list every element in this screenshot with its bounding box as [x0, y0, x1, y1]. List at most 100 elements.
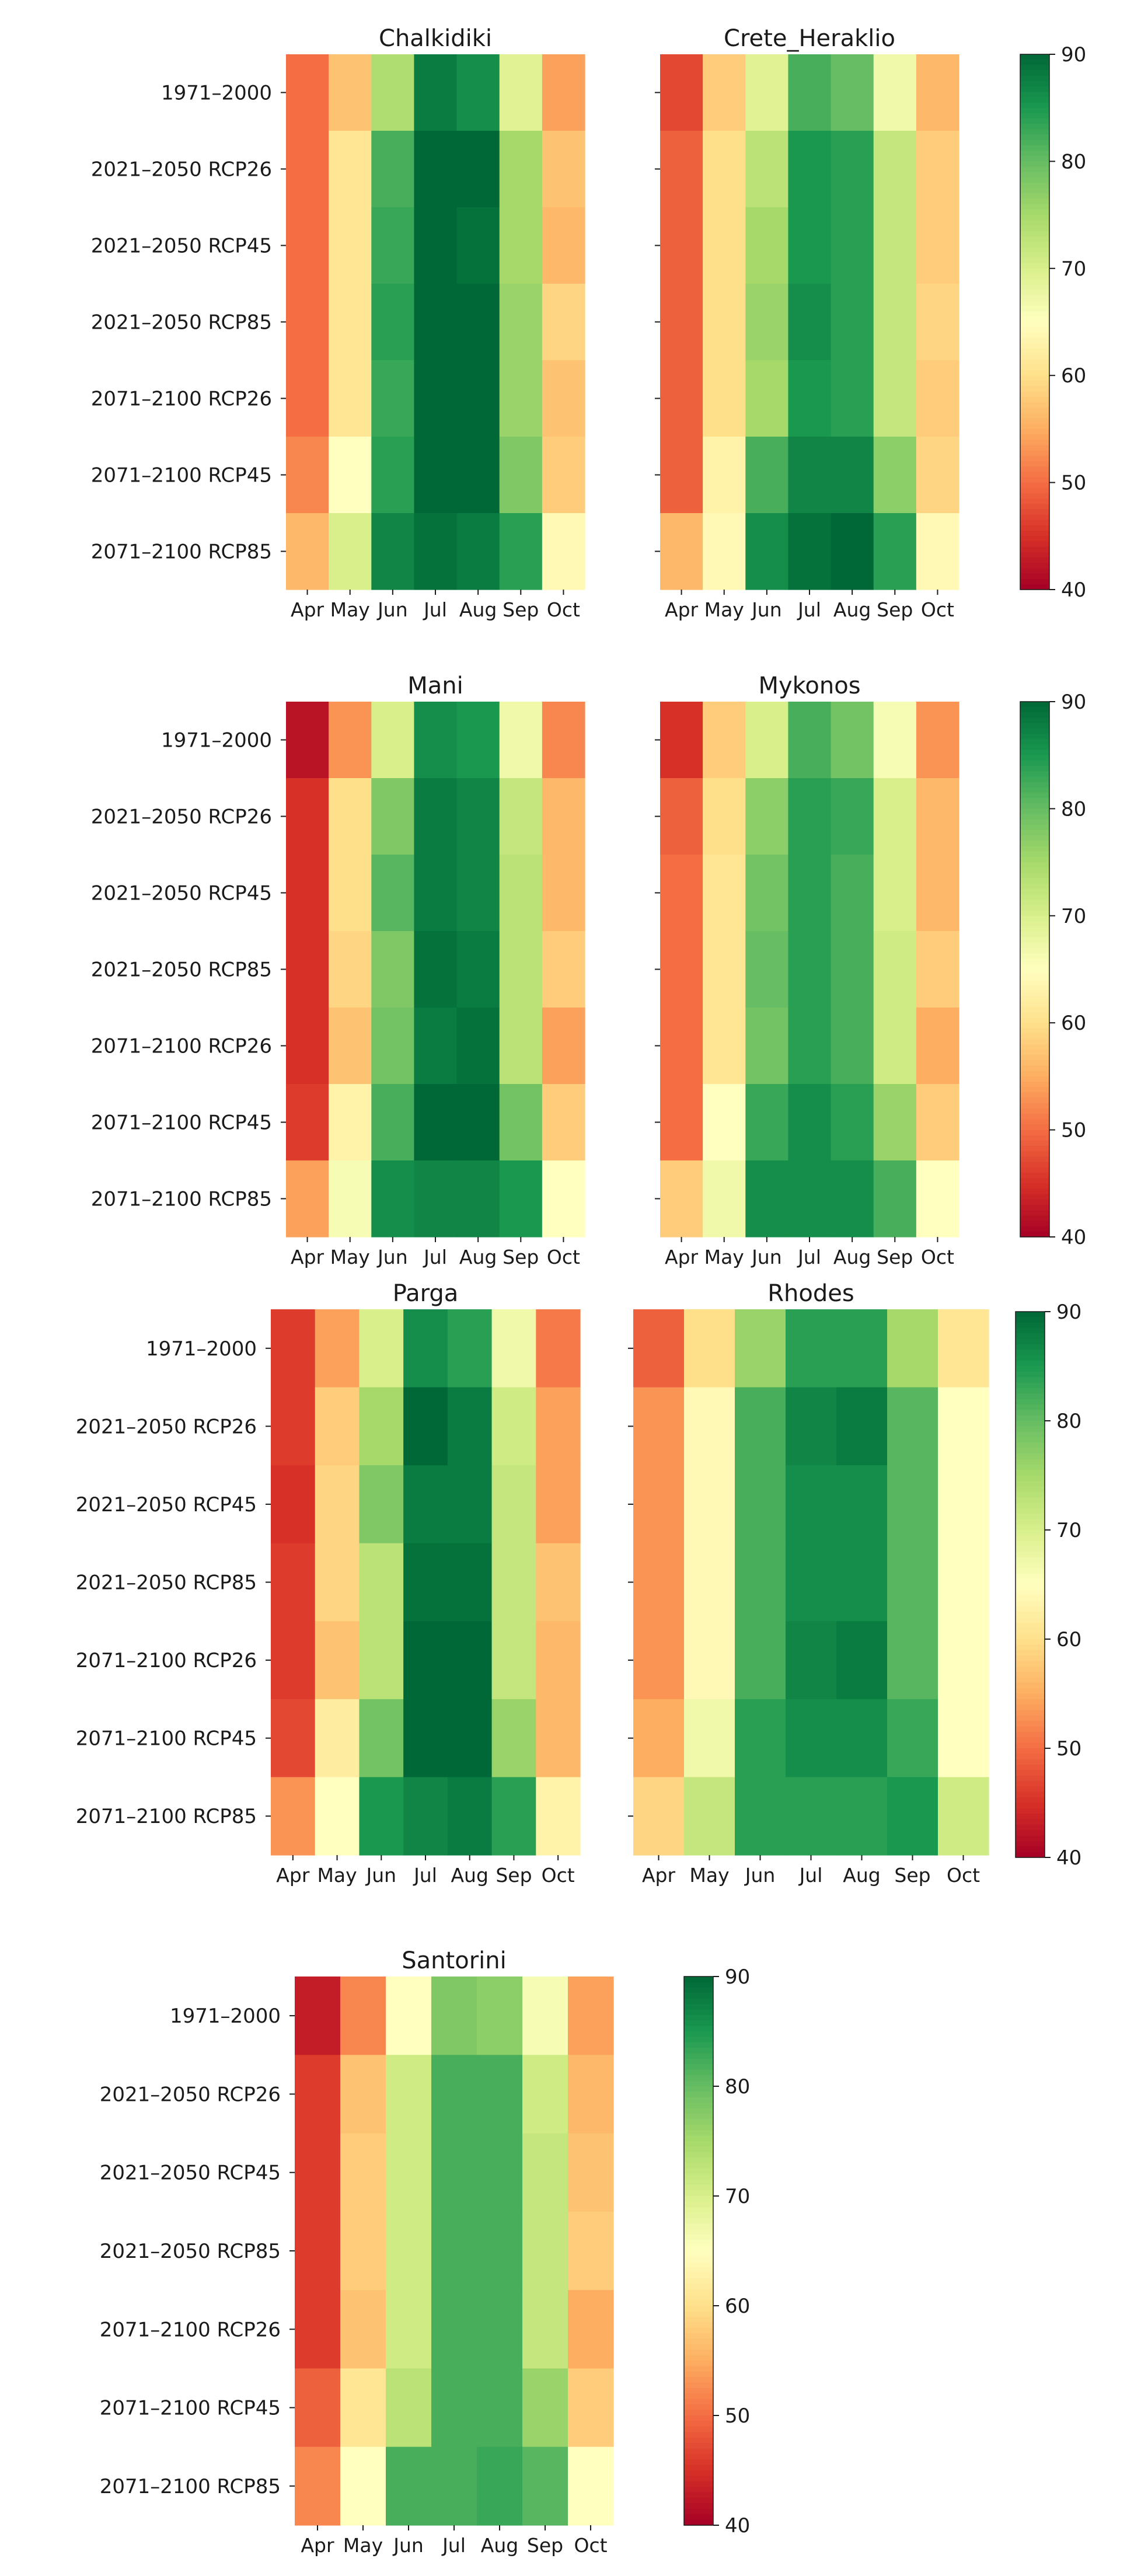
- colorbar-segment: [1020, 712, 1049, 719]
- colorbar-segment: [684, 2004, 713, 2010]
- colorbar-segment: [1016, 1361, 1045, 1367]
- colorbar-segment: [1020, 814, 1049, 820]
- colorbar-segment: [1020, 300, 1049, 306]
- heatmap-cell: [329, 54, 372, 131]
- heatmap-cell: [403, 1465, 448, 1544]
- heatmap-cell: [271, 1309, 316, 1388]
- heatmap-cell: [371, 437, 415, 514]
- heatmap-cell: [286, 284, 329, 361]
- colorbar-segment: [684, 2284, 713, 2290]
- colorbar-segment: [1020, 509, 1049, 515]
- colorbar-segment: [1020, 118, 1049, 124]
- heatmap-cell: [329, 1008, 372, 1085]
- x-tick-label: Jun: [392, 2534, 424, 2557]
- colorbar-segment: [1020, 97, 1049, 103]
- colorbar-segment: [1020, 134, 1049, 141]
- colorbar-segment: [1020, 391, 1049, 398]
- heatmap-cell: [745, 1084, 789, 1161]
- heatmap-cell: [386, 2211, 432, 2291]
- x-tick-label: Jul: [413, 1864, 437, 1887]
- heatmap-cell: [542, 284, 585, 361]
- colorbar-segment: [684, 2245, 713, 2251]
- colorbar-segment: [1016, 1442, 1045, 1449]
- heatmap-cell: [887, 1699, 938, 1778]
- y-tick-label: 2021–2050 RCP85: [100, 2240, 281, 2263]
- colorbar-tick-label: 40: [1061, 578, 1086, 602]
- colorbar-segment: [684, 2306, 713, 2312]
- colorbar-segment: [1016, 1415, 1045, 1421]
- colorbar-segment: [1020, 370, 1049, 376]
- heatmap-cell: [315, 1699, 360, 1778]
- colorbar-segment: [1020, 900, 1049, 906]
- colorbar-segment: [1020, 348, 1049, 355]
- colorbar-segment: [1020, 953, 1049, 959]
- y-tick-label: 2071–2100 RCP85: [100, 2475, 281, 2498]
- colorbar-segment: [1020, 60, 1049, 65]
- heatmap-cell: [414, 207, 458, 284]
- colorbar-segment: [684, 2327, 713, 2334]
- colorbar-segment: [1016, 1459, 1045, 1465]
- colorbar-segment: [1020, 563, 1049, 569]
- colorbar-segment: [1020, 1162, 1049, 1168]
- colorbar-segment: [1016, 1606, 1045, 1612]
- heatmap-cell: [329, 284, 372, 361]
- heatmap-cell: [684, 1543, 735, 1622]
- colorbar-segment: [1016, 1797, 1045, 1804]
- heatmap-cell: [295, 2211, 341, 2291]
- y-tick-label: 2021–2050 RCP26: [91, 806, 272, 829]
- x-tick-label: Aug: [481, 2534, 518, 2557]
- colorbar-segment: [1020, 236, 1049, 242]
- panel-title: Chalkidiki: [379, 25, 492, 52]
- heatmap-cell: [329, 360, 372, 437]
- x-tick-label: Apr: [665, 598, 699, 621]
- colorbar-tick-label: 70: [1056, 1519, 1081, 1542]
- colorbar-segment: [1016, 1808, 1045, 1814]
- colorbar-segment: [1020, 1119, 1049, 1125]
- heatmap-cell: [831, 437, 874, 514]
- heatmap-cell: [873, 1084, 917, 1161]
- colorbar-segment: [1020, 787, 1049, 793]
- x-tick-label: May: [704, 598, 744, 621]
- colorbar-segment: [1020, 1194, 1049, 1200]
- colorbar-segment: [684, 2075, 713, 2082]
- heatmap-cell: [542, 931, 585, 1008]
- y-tick-label: 2021–2050 RCP45: [100, 2162, 281, 2185]
- y-tick-label: 2071–2100 RCP45: [91, 1111, 272, 1135]
- colorbar-segment: [1020, 1140, 1049, 1146]
- colorbar-segment: [1020, 70, 1049, 76]
- colorbar-segment: [1020, 499, 1049, 504]
- heatmap-cell: [386, 1977, 432, 2055]
- y-tick-label: 2071–2100 RCP85: [76, 1805, 257, 1828]
- colorbar-segment: [684, 2410, 713, 2416]
- colorbar-segment: [1016, 1759, 1045, 1765]
- colorbar-segment: [1020, 851, 1049, 857]
- heatmap-cell: [340, 2055, 386, 2134]
- colorbar-segment: [1020, 1130, 1049, 1136]
- heatmap-cell: [873, 360, 917, 437]
- colorbar-segment: [684, 2206, 713, 2213]
- colorbar-segment: [684, 2393, 713, 2400]
- colorbar-segment: [1020, 1050, 1049, 1055]
- colorbar-segment: [1020, 332, 1049, 339]
- colorbar-segment: [1020, 1055, 1049, 1061]
- y-tick-label: 2021–2050 RCP45: [76, 1493, 257, 1517]
- colorbar-segment: [1016, 1393, 1045, 1400]
- x-tick-label: Jun: [365, 1864, 397, 1887]
- colorbar-segment: [684, 2223, 713, 2229]
- colorbar-segment: [684, 2042, 713, 2048]
- colorbar-segment: [1020, 926, 1049, 932]
- colorbar-segment: [684, 2388, 713, 2394]
- heatmap-cell: [831, 855, 874, 932]
- colorbar-segment: [1020, 1001, 1049, 1008]
- colorbar-segment: [1020, 1114, 1049, 1120]
- colorbar-segment: [1020, 375, 1049, 381]
- colorbar-segment: [1020, 1044, 1049, 1050]
- x-tick-label: Jun: [751, 598, 782, 621]
- colorbar-segment: [1020, 1092, 1049, 1099]
- colorbar-segment: [1016, 1852, 1045, 1858]
- panel-title: Mykonos: [758, 672, 860, 699]
- heatmap-cell: [271, 1621, 316, 1700]
- heatmap-cell: [491, 1621, 536, 1700]
- colorbar-segment: [1020, 225, 1049, 232]
- colorbar-segment: [1020, 514, 1049, 521]
